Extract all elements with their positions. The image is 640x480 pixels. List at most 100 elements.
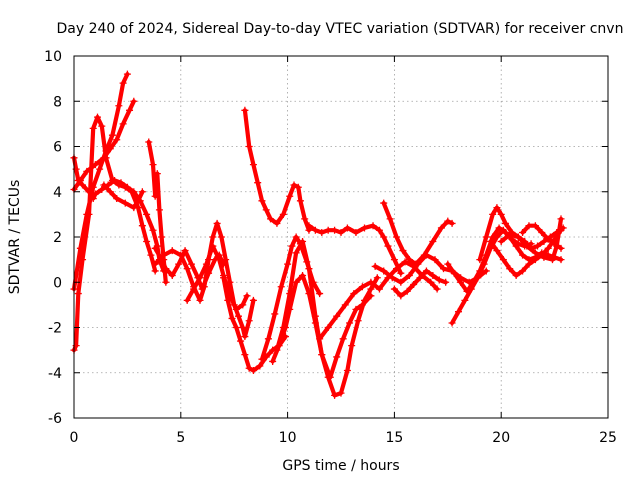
data-point [440,265,448,273]
data-point [519,267,527,275]
data-point [234,312,242,320]
data-point [416,274,424,282]
data-point [130,97,138,105]
data-point [390,256,398,264]
series-arc-q [373,253,489,285]
data-point [262,206,270,214]
data-point [232,305,240,313]
data-point [292,233,300,241]
data-point [331,226,339,234]
data-point [514,233,522,241]
data-point [299,238,307,246]
data-point [147,251,155,259]
data-point [326,373,334,381]
data-point [360,224,368,232]
data-point [130,204,138,212]
data-point [200,283,208,291]
data-point [544,235,552,243]
x-tick-label: 10 [279,430,297,446]
data-point [113,195,121,203]
data-point [367,278,375,286]
data-point [232,324,240,331]
data-point [427,278,435,286]
data-point [410,281,418,289]
data-point [249,296,257,304]
data-point [79,256,87,264]
data-point [296,197,304,205]
data-point [476,256,484,264]
data-point [316,290,324,298]
data-point [284,260,292,268]
data-point [324,324,332,331]
data-point [305,265,313,273]
data-point [145,138,153,146]
data-point [493,204,501,212]
data-point [151,260,159,268]
data-point [506,265,514,273]
data-point [442,278,450,286]
data-point [149,226,157,234]
data-point [405,271,413,279]
data-point [354,317,362,325]
data-point [209,242,217,250]
data-point [138,188,146,196]
data-point [350,290,358,298]
data-point [557,215,565,223]
data-point [544,244,552,252]
data-point [525,222,533,230]
data-point [273,346,281,354]
data-point [348,342,356,350]
data-point [175,260,183,268]
series-arc-k [242,108,312,233]
data-point [497,238,505,246]
data-point [217,233,225,241]
data-point [482,233,490,241]
data-point [474,274,482,282]
data-point [241,351,249,359]
data-point [177,251,185,259]
data-point [397,269,405,277]
data-point [397,278,405,286]
data-point [106,145,114,153]
y-tick-label: 4 [53,185,62,201]
x-tick-label: 15 [385,430,403,446]
data-point [316,335,324,343]
data-point [384,242,392,250]
data-point [155,206,163,214]
data-point [220,274,228,282]
data-point [489,210,497,218]
data-point [286,192,294,200]
data-point [540,238,548,246]
y-tick-label: 8 [53,94,62,110]
data-point [369,222,377,230]
data-point [143,210,151,218]
series-arc-w [488,228,564,278]
data-point [183,265,191,273]
data-point [162,265,170,273]
data-point [123,183,131,191]
data-point [96,165,104,173]
data-point [168,271,176,279]
data-point [487,238,495,246]
data-point [534,242,542,250]
data-point [531,256,539,264]
data-point [341,301,349,309]
data-point [429,238,437,246]
data-point [91,190,99,198]
data-point [245,364,253,372]
data-point [258,197,266,205]
data-point [431,256,439,264]
data-point [444,260,452,268]
data-point [499,226,507,234]
data-point [450,269,458,277]
data-point [74,290,82,298]
data-point [401,258,409,266]
data-point [388,274,396,282]
data-point [79,181,87,189]
data-point [288,242,296,250]
data-point [168,247,176,255]
data-point [279,324,287,331]
data-point [264,335,272,343]
data-point [358,301,366,309]
series-arc-u [450,228,564,326]
